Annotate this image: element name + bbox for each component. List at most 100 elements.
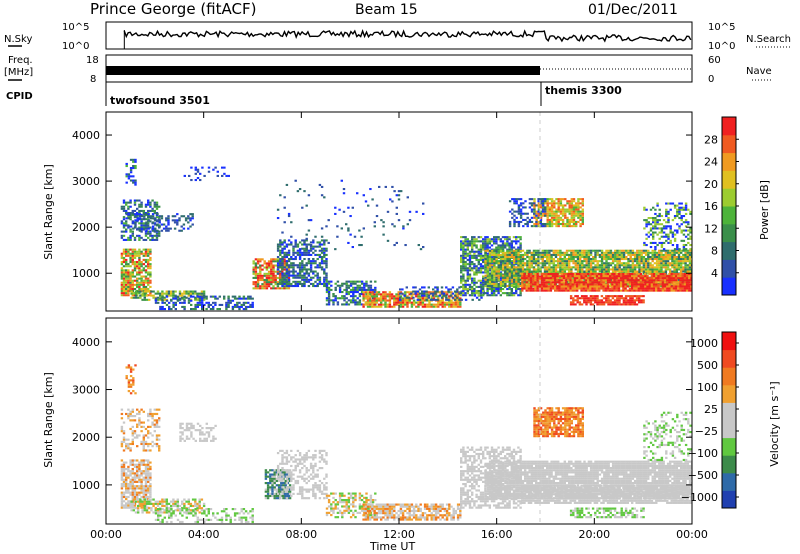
echo-cell: [598, 273, 601, 276]
echo-cell: [629, 285, 632, 288]
beam-label: Beam 15: [355, 2, 418, 18]
echo-cell: [242, 295, 246, 298]
echo-cell: [611, 287, 614, 290]
echo-cell: [636, 258, 639, 261]
echo-cell: [582, 277, 585, 280]
echo-cell: [683, 285, 687, 288]
echo-cell: [688, 277, 691, 280]
echo-cell: [488, 278, 492, 281]
echo-cell: [512, 285, 516, 288]
echo-cell: [274, 279, 277, 282]
echo-cell: [644, 251, 648, 254]
echo-cell: [486, 262, 490, 265]
echo-cell: [548, 198, 552, 201]
echo-cell: [510, 285, 514, 288]
echo-cell: [151, 207, 154, 210]
echo-cell: [323, 285, 326, 288]
echo-cell: [549, 281, 553, 284]
echo-cell: [272, 270, 275, 273]
echo-cell: [312, 270, 315, 273]
echo-cell: [651, 264, 654, 267]
echo-cell: [614, 256, 617, 259]
echo-cell: [539, 214, 543, 217]
echo-cell: [506, 266, 509, 269]
echo-cell: [585, 251, 588, 254]
echo-cell: [569, 281, 572, 284]
echo-cell: [279, 270, 282, 273]
echo-cell: [270, 268, 273, 271]
echo-cell: [174, 303, 177, 306]
echo-cell: [572, 216, 576, 219]
echo-cell: [349, 282, 353, 285]
echo-cell: [471, 256, 474, 259]
echo-cell: [138, 203, 141, 206]
echo-cell: [521, 277, 524, 280]
echo-cell: [189, 213, 192, 216]
echo-cell: [125, 201, 128, 204]
echo-cell: [129, 273, 132, 276]
echo-cell: [191, 217, 194, 220]
echo-cell: [272, 276, 275, 279]
echo-cell: [397, 295, 400, 298]
echo-cell: [466, 242, 469, 245]
echo-cell: [270, 274, 273, 277]
echo-cell: [560, 285, 563, 288]
echo-cell: [533, 198, 536, 201]
echo-cell: [497, 272, 500, 275]
echo-cell: [252, 287, 255, 290]
echo-cell: [567, 289, 570, 292]
echo-cell: [127, 216, 130, 219]
echo-cell: [354, 280, 357, 283]
echo-cell: [639, 273, 643, 276]
echo-cell: [318, 282, 322, 285]
echo-cell: [181, 294, 184, 297]
echo-cell: [620, 268, 624, 271]
echo-cell: [583, 266, 586, 269]
echo-cell: [142, 281, 145, 284]
echo-cell: [120, 252, 124, 255]
echo-cell: [133, 248, 137, 251]
echo-cell: [127, 212, 130, 215]
echo-cell: [127, 217, 131, 220]
echo-cell: [390, 293, 394, 296]
echo-cell: [296, 253, 300, 256]
echo-cell: [666, 281, 669, 284]
echo-cell: [149, 203, 152, 206]
echo-cell: [386, 293, 389, 296]
echo-cell: [622, 277, 625, 280]
echo-cell: [495, 274, 498, 277]
echo-cell: [663, 279, 667, 282]
echo-cell: [133, 252, 137, 255]
echo-cell: [345, 303, 348, 306]
echo-cell: [670, 281, 673, 284]
echo-cell: [663, 287, 667, 290]
echo-cell: [314, 260, 317, 263]
echo-cell: [468, 240, 472, 243]
echo-cell: [671, 264, 674, 267]
echo-cell: [680, 262, 683, 265]
echo-cell: [276, 276, 280, 279]
echo-cell: [559, 270, 562, 273]
echo-cell: [388, 297, 392, 300]
echo-cell: [462, 285, 465, 288]
echo-cell: [506, 278, 509, 281]
echo-cell: [261, 287, 264, 290]
echo-cell: [644, 289, 647, 292]
echo-cell: [690, 275, 692, 278]
echo-cell: [517, 280, 520, 283]
echo-cell: [122, 205, 126, 208]
echo-cell: [572, 212, 576, 215]
echo-cell: [399, 298, 402, 301]
echo-cell: [561, 253, 564, 256]
echo-cell: [125, 220, 128, 223]
echo-cell: [477, 290, 480, 293]
echo-cell: [497, 268, 500, 271]
echo-cell: [594, 266, 597, 269]
echo-cell: [345, 282, 348, 285]
echo-cell: [395, 301, 398, 304]
echo-cell: [125, 265, 128, 268]
echo-cell: [122, 281, 126, 284]
echo-cell: [131, 230, 134, 233]
echo-cell: [305, 272, 308, 275]
echo-cell: [244, 297, 248, 300]
